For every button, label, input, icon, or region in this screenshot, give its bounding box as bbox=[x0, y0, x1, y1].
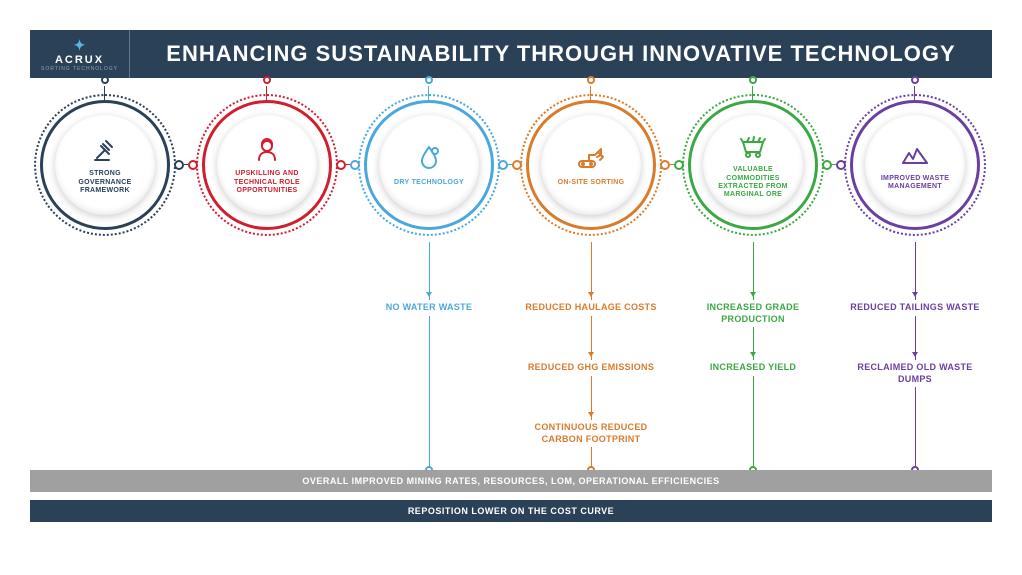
top-connector-dot bbox=[911, 76, 919, 84]
benefit-arrow-icon bbox=[912, 352, 918, 357]
circle-outer: IMPROVED WASTE MANAGEMENT bbox=[850, 100, 980, 230]
circle-item: ON-SITE SORTING bbox=[526, 100, 656, 230]
benefit-arrow-icon bbox=[588, 352, 594, 357]
footer-bar-cost: REPOSITION LOWER ON THE COST CURVE bbox=[30, 500, 992, 522]
connector-dot bbox=[498, 160, 508, 170]
header-bar: ✦ ACRUX SORTING TECHNOLOGY ENHANCING SUS… bbox=[30, 30, 992, 78]
circle-item: IMPROVED WASTE MANAGEMENT bbox=[850, 100, 980, 230]
benefit-label: INCREASED GRADE PRODUCTION bbox=[683, 300, 823, 327]
footer-bar-summary: OVERALL IMPROVED MINING RATES, RESOURCES… bbox=[30, 470, 992, 492]
circle-dotted-ring bbox=[682, 94, 824, 236]
benefit-arrow-icon bbox=[750, 352, 756, 357]
connector-dot bbox=[660, 160, 670, 170]
logo-mark: ✦ bbox=[74, 37, 86, 54]
circle-dotted-ring bbox=[358, 94, 500, 236]
top-connector-dot bbox=[749, 76, 757, 84]
circle-outer: STRONG GOVERNANCE FRAMEWORK bbox=[40, 100, 170, 230]
circle-dotted-ring bbox=[520, 94, 662, 236]
benefit-arrow-icon bbox=[588, 292, 594, 297]
circles-row: STRONG GOVERNANCE FRAMEWORKUPSKILLING AN… bbox=[30, 100, 992, 260]
benefit-arrow-icon bbox=[750, 292, 756, 297]
connector-dot bbox=[336, 160, 346, 170]
logo-tagline: SORTING TECHNOLOGY bbox=[41, 66, 118, 72]
top-connector-dot bbox=[425, 76, 433, 84]
benefit-arrow-icon bbox=[912, 292, 918, 297]
circle-item: DRY TECHNOLOGY bbox=[364, 100, 494, 230]
benefit-vline bbox=[429, 242, 430, 470]
benefit-arrow-icon bbox=[588, 412, 594, 417]
benefit-label: REDUCED TAILINGS WASTE bbox=[845, 300, 985, 316]
top-connector-dot bbox=[101, 76, 109, 84]
top-connector-dot bbox=[263, 76, 271, 84]
benefit-label: INCREASED YIELD bbox=[683, 360, 823, 376]
connector-dot bbox=[822, 160, 832, 170]
circle-item: VALUABLE COMMODITIES EXTRACTED FROM MARG… bbox=[688, 100, 818, 230]
benefit-label: CONTINUOUS REDUCED CARBON FOOTPRINT bbox=[521, 420, 661, 447]
logo-brand: ACRUX bbox=[55, 54, 104, 66]
benefit-label: REDUCED HAULAGE COSTS bbox=[521, 300, 661, 316]
circle-outer: DRY TECHNOLOGY bbox=[364, 100, 494, 230]
top-connector-dot bbox=[587, 76, 595, 84]
connector-dot bbox=[174, 160, 184, 170]
circle-outer: UPSKILLING AND TECHNICAL ROLE OPPORTUNIT… bbox=[202, 100, 332, 230]
circle-outer: ON-SITE SORTING bbox=[526, 100, 656, 230]
page-title: ENHANCING SUSTAINABILITY THROUGH INNOVAT… bbox=[130, 41, 992, 67]
benefit-label: NO WATER WASTE bbox=[359, 300, 499, 316]
benefit-label: REDUCED GHG EMISSIONS bbox=[521, 360, 661, 376]
logo: ✦ ACRUX SORTING TECHNOLOGY bbox=[30, 30, 130, 78]
circle-item: STRONG GOVERNANCE FRAMEWORK bbox=[40, 100, 170, 230]
circle-item: UPSKILLING AND TECHNICAL ROLE OPPORTUNIT… bbox=[202, 100, 332, 230]
benefit-arrow-icon bbox=[426, 292, 432, 297]
circle-dotted-ring bbox=[844, 94, 986, 236]
circle-dotted-ring bbox=[34, 94, 176, 236]
benefit-label: RECLAIMED OLD WASTE DUMPS bbox=[845, 360, 985, 387]
circle-outer: VALUABLE COMMODITIES EXTRACTED FROM MARG… bbox=[688, 100, 818, 230]
circle-dotted-ring bbox=[196, 94, 338, 236]
